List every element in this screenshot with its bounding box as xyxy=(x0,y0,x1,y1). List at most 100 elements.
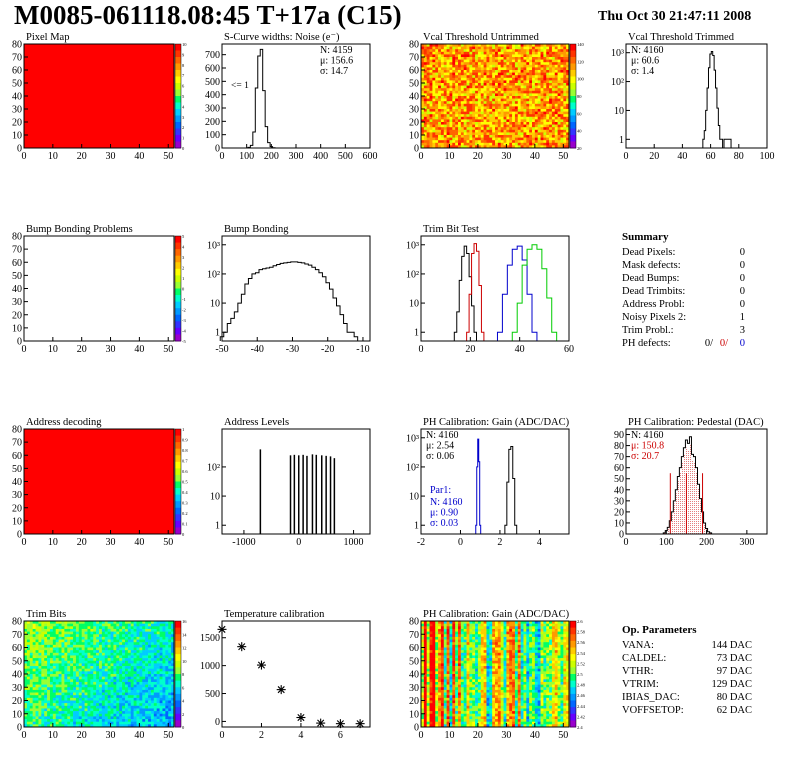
heatmap-cell xyxy=(537,142,541,146)
heatmap-cell xyxy=(101,628,106,632)
heatmap-cell xyxy=(554,80,558,84)
heatmap-cell xyxy=(124,703,129,707)
heatmap-cell xyxy=(26,705,31,709)
heatmap-cell xyxy=(486,70,490,73)
heatmap-cell xyxy=(557,122,561,125)
heatmap-cell xyxy=(171,716,175,720)
heatmap-cell xyxy=(423,124,427,128)
heatmap-cell xyxy=(130,716,134,720)
heatmap-cell xyxy=(560,109,564,112)
heatmap-cell xyxy=(38,647,42,651)
heatmap-cell xyxy=(29,628,33,632)
heatmap-cell xyxy=(460,62,464,66)
heatmap-cell xyxy=(463,96,467,99)
heatmap-cell xyxy=(486,103,490,107)
heatmap-cell xyxy=(532,96,536,99)
heatmap-cell xyxy=(159,703,163,707)
heatmap-cell xyxy=(113,621,117,624)
y-tick-label: 10 xyxy=(210,492,220,503)
heatmap-cell xyxy=(460,51,464,55)
heatmap-cell xyxy=(130,679,134,683)
heatmap-cell xyxy=(162,663,166,667)
heatmap-cell xyxy=(534,122,538,125)
heatmap-cell xyxy=(87,674,91,677)
heatmap-cell xyxy=(124,711,129,715)
heatmap-cell xyxy=(497,122,501,125)
heatmap-cell xyxy=(139,652,143,656)
heatmap-cell xyxy=(32,642,36,646)
heatmap-cell xyxy=(101,668,106,672)
heatmap-cell xyxy=(142,679,146,683)
heatmap-cell xyxy=(130,692,134,696)
heatmap-cell xyxy=(107,676,111,680)
heatmap-cell xyxy=(537,119,541,123)
heatmap-cell xyxy=(99,650,103,654)
heatmap-cell xyxy=(87,687,91,691)
heatmap-cell xyxy=(41,647,45,651)
heatmap-cell xyxy=(449,62,453,66)
heatmap-cell xyxy=(44,716,48,720)
y-tick-label: 30 xyxy=(409,105,419,116)
heatmap-cell xyxy=(517,80,521,84)
heatmap-cell xyxy=(512,57,516,60)
heatmap-cell xyxy=(61,724,65,728)
heatmap-cell xyxy=(136,711,140,715)
x-tick-label: 300 xyxy=(739,537,754,548)
heatmap-cell xyxy=(142,689,146,693)
heatmap-cell xyxy=(506,88,510,92)
heatmap-cell xyxy=(171,684,175,688)
x-tick-label: 40 xyxy=(677,151,687,162)
heatmap-cell xyxy=(145,697,149,701)
heatmap-cell xyxy=(503,83,507,86)
color-scale-cell xyxy=(175,435,181,443)
heatmap-cell xyxy=(551,103,556,107)
heatmap-cell xyxy=(104,711,108,715)
heatmap-cell xyxy=(171,687,175,691)
heatmap-cell xyxy=(426,67,430,71)
heatmap-cell xyxy=(133,668,137,672)
heatmap-cell xyxy=(460,626,464,630)
heatmap-cell xyxy=(551,80,556,84)
y-tick-label: 300 xyxy=(205,104,220,115)
heatmap-cell xyxy=(423,122,427,125)
heatmap-cell xyxy=(458,142,462,146)
heatmap-cell xyxy=(55,700,59,704)
color-scale-cell xyxy=(175,295,181,303)
heatmap-cell xyxy=(523,119,527,123)
heatmap-cell xyxy=(421,137,425,141)
heatmap-cell xyxy=(560,98,564,102)
heatmap-cell xyxy=(119,671,123,675)
heatmap-cell xyxy=(554,122,558,125)
heatmap-cell xyxy=(113,681,117,685)
heatmap-cell xyxy=(534,83,538,86)
heatmap-cell xyxy=(61,719,65,722)
heatmap-cell xyxy=(104,658,108,662)
heatmap-cell xyxy=(55,644,59,648)
heatmap-cell xyxy=(87,713,91,717)
heatmap-cell xyxy=(543,111,547,115)
heatmap-cell xyxy=(81,647,85,651)
heatmap-cell xyxy=(122,636,126,640)
heatmap-cell xyxy=(514,51,519,55)
y-tick-label: 90 xyxy=(614,430,624,441)
heatmap-cell xyxy=(113,700,117,704)
heatmap-cell xyxy=(443,103,447,107)
heatmap-cell xyxy=(32,713,36,717)
color-scale-cell xyxy=(175,334,181,342)
heatmap-cell xyxy=(463,46,467,50)
heatmap-cell xyxy=(145,695,149,699)
heatmap-cell xyxy=(438,127,442,131)
heatmap-cell xyxy=(472,132,476,136)
heatmap-cell xyxy=(150,644,155,648)
heatmap-cell xyxy=(540,114,544,118)
heatmap-cell xyxy=(546,59,550,63)
heatmap-cell xyxy=(526,626,530,630)
heatmap-cell xyxy=(551,59,556,63)
heatmap-cell xyxy=(497,119,501,123)
heatmap-cell xyxy=(73,658,77,662)
heatmap-cell xyxy=(153,650,157,654)
heatmap-cell xyxy=(563,114,567,118)
heatmap-cell xyxy=(127,621,132,624)
heatmap-cell xyxy=(477,90,482,94)
heatmap-cell xyxy=(489,80,493,84)
